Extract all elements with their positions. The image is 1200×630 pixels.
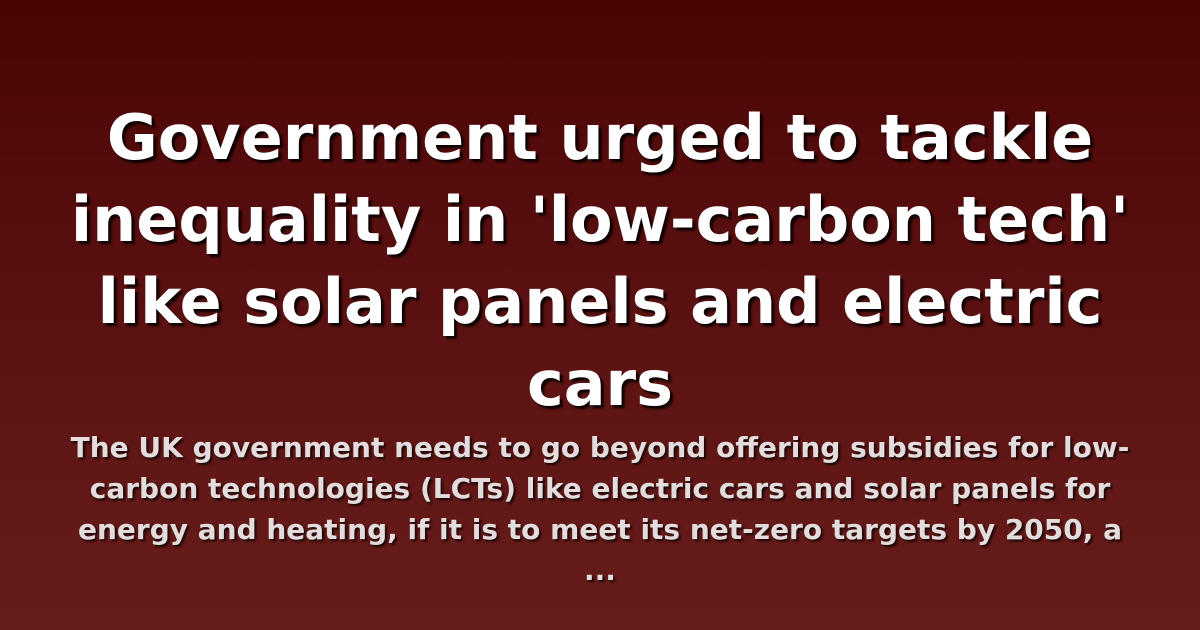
article-summary: The UK government needs to go beyond off… <box>70 431 1130 587</box>
article-headline: Government urged to tackle inequality in… <box>70 101 1130 420</box>
